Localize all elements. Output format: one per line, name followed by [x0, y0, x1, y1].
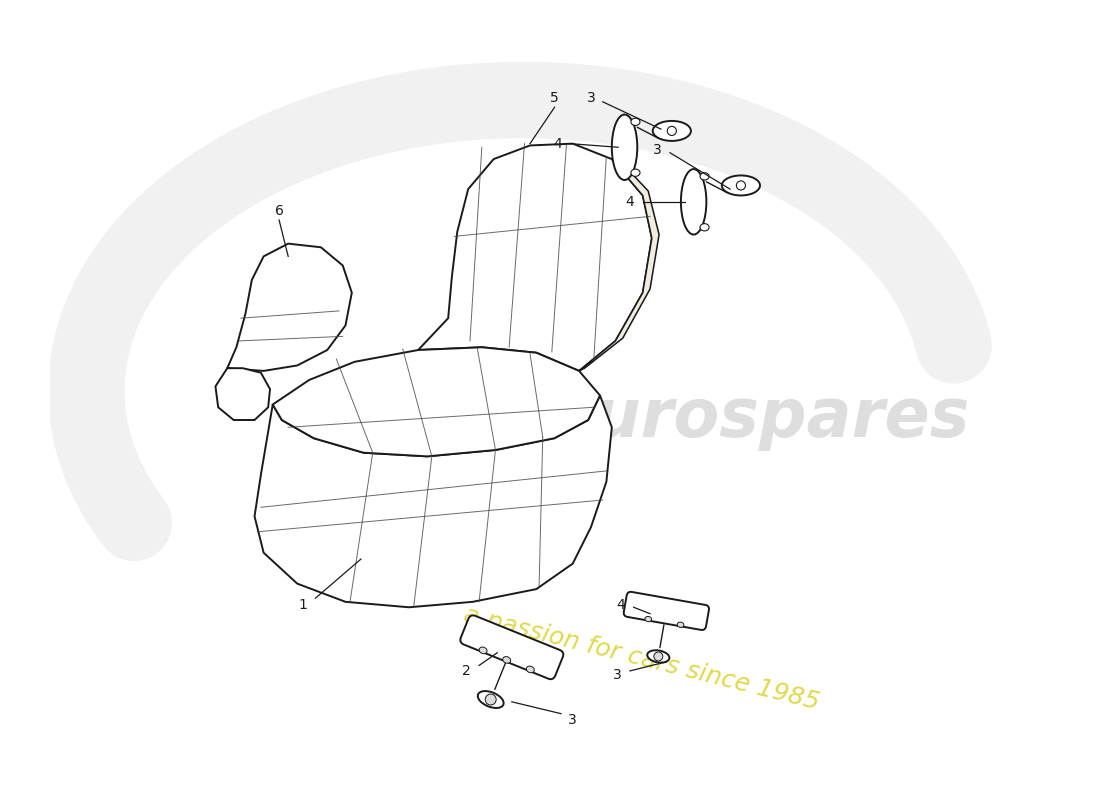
Ellipse shape: [477, 691, 504, 708]
Text: a passion for cars since 1985: a passion for cars since 1985: [461, 603, 822, 715]
Ellipse shape: [647, 650, 670, 662]
Text: 3: 3: [569, 713, 578, 727]
Text: 6: 6: [275, 204, 284, 218]
Polygon shape: [216, 368, 270, 420]
Polygon shape: [228, 244, 352, 371]
Polygon shape: [579, 156, 659, 371]
Ellipse shape: [631, 169, 640, 176]
Text: 3: 3: [586, 91, 595, 105]
Ellipse shape: [526, 666, 535, 673]
Ellipse shape: [700, 173, 710, 180]
FancyBboxPatch shape: [460, 615, 563, 679]
Circle shape: [736, 181, 746, 190]
Ellipse shape: [612, 114, 637, 180]
Circle shape: [485, 694, 496, 705]
Ellipse shape: [700, 224, 710, 231]
Text: 3: 3: [653, 143, 661, 157]
Ellipse shape: [503, 657, 510, 663]
Ellipse shape: [678, 622, 684, 627]
Circle shape: [668, 126, 676, 135]
Text: 4: 4: [553, 137, 562, 150]
Circle shape: [653, 652, 663, 661]
Text: 1: 1: [298, 598, 307, 611]
Ellipse shape: [645, 617, 651, 622]
Text: 5: 5: [550, 91, 559, 105]
Ellipse shape: [722, 175, 760, 195]
Polygon shape: [418, 144, 652, 371]
Text: 3: 3: [613, 667, 621, 682]
Polygon shape: [254, 395, 612, 607]
Text: 4: 4: [626, 195, 635, 209]
Text: 2: 2: [462, 664, 471, 678]
Text: 4: 4: [616, 598, 625, 611]
Ellipse shape: [631, 118, 640, 126]
Text: eurospares: eurospares: [549, 385, 970, 451]
Ellipse shape: [652, 121, 691, 141]
Polygon shape: [273, 347, 600, 456]
Ellipse shape: [681, 169, 706, 234]
FancyBboxPatch shape: [624, 592, 710, 630]
Ellipse shape: [480, 647, 487, 654]
